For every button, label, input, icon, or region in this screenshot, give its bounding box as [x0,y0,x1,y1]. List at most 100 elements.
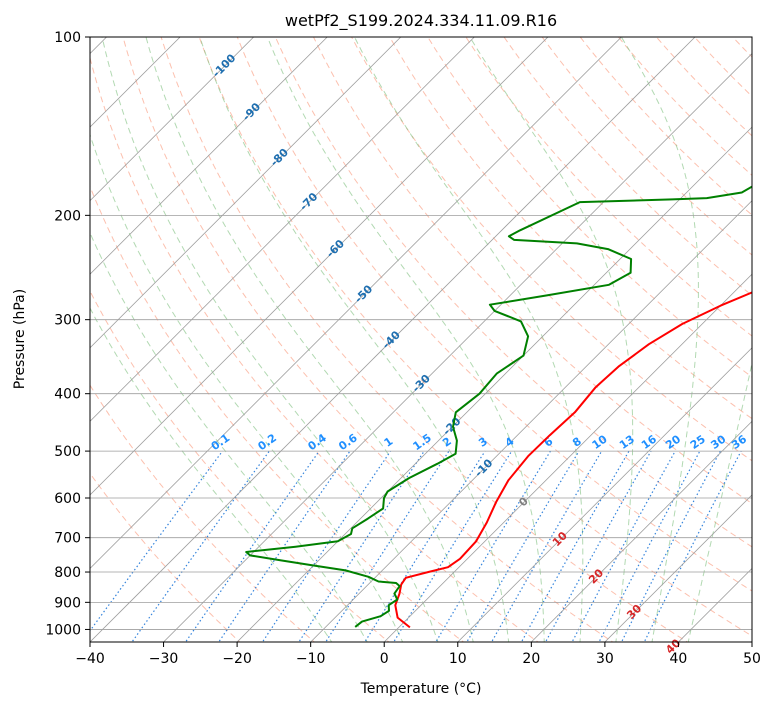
x-tick-label: 0 [380,651,389,667]
isotherm-gridline [236,126,752,642]
mixing-ratio-line [598,450,701,642]
moist-adiabat [469,37,634,642]
dry-adiabat [351,37,752,462]
isotherm-label: 30 [624,602,644,622]
x-tick-label: −40 [75,651,105,667]
y-tick-label: 100 [54,30,81,46]
x-tick-label: 30 [596,651,614,667]
mixing-ratio-label: 13 [617,433,637,452]
y-tick-label: 900 [54,595,81,611]
moist-adiabat [687,360,752,642]
isotherm-gridline [604,494,752,642]
dewpoint-profile [245,185,752,628]
isotherm-gridline [457,347,752,642]
grid-lines [0,10,752,654]
x-tick-label: 20 [522,651,540,667]
temperature-profile [394,291,752,629]
mixing-ratio-label: 0.6 [336,431,360,453]
isotherm-label: -30 [410,372,433,395]
isotherm-gridline [90,37,402,349]
mixing-ratio-label: 0.2 [256,431,279,453]
y-tick-label: 700 [54,531,81,547]
y-tick-label: 300 [54,313,81,329]
dry-adiabat [427,37,752,378]
mixing-ratio-label: 20 [663,432,683,452]
mixing-ratio-line [435,450,552,642]
mixing-ratio-line [571,450,676,642]
moist-adiabat [620,37,699,642]
x-axis-label: Temperature (°C) [360,681,482,697]
dry-adiabat [312,37,752,505]
dry-adiabat [160,37,689,642]
isotherm-label: -40 [380,328,403,351]
mixing-ratio-line [184,450,320,642]
mixing-ratio-label: 2 [440,435,454,450]
dry-adiabat [503,37,752,297]
dry-adiabat [465,37,752,337]
dry-adiabat [90,55,539,642]
mixing-ratio-label: 1 [382,435,396,450]
x-tick-label: 50 [743,651,761,667]
isotherm-gridline [90,37,255,202]
isotherm-label: -80 [268,146,291,169]
mixing-ratio-label: 3 [476,435,490,450]
mixing-ratio-label: 25 [688,433,708,452]
x-tick-label: 10 [449,651,467,667]
moist-adiabat [90,133,404,642]
x-tick-label: −30 [149,651,179,667]
isotherm-gridline [310,200,752,642]
isotherm-label: -90 [240,100,263,123]
mixing-ratio-label: 36 [729,432,749,452]
mixing-ratio-label: 10 [590,432,610,452]
isotherm-gridline [90,37,623,570]
mixing-ratio-line [393,450,513,642]
mixing-ratio-line [90,450,223,632]
dry-adiabat [198,37,752,637]
moist-adiabat [199,37,510,642]
dry-adiabat [236,37,752,592]
mixing-ratio-line [620,450,721,642]
isotherm-label: 10 [550,529,570,549]
isotherm-label: -60 [324,237,347,260]
isotherm-gridline [0,10,60,654]
mixing-ratio-line [261,450,391,642]
isotherm-label: -10 [472,456,495,479]
isotherm-label: -50 [352,282,375,305]
dry-adiabat [541,37,752,256]
mixing-ratio-line [364,450,486,642]
x-axis-ticks: −40 −30 −20 −10 0 10 20 30 40 50 [75,642,761,667]
x-tick-label: −20 [222,651,252,667]
isotherm-gridline [90,37,181,128]
mixing-ratio-label: 1.5 [410,431,433,453]
background-lines [90,24,775,645]
y-tick-label: 600 [54,491,81,507]
moist-adiabat [90,307,333,642]
moist-adiabat [266,37,545,642]
mixing-ratio-label: 8 [570,435,584,450]
isotherm-gridline [162,52,752,642]
moist-adiabat [145,37,474,642]
mixing-ratio-line [131,450,270,642]
x-tick-label: −10 [296,651,326,667]
mixing-ratio-label: 0.4 [305,431,329,453]
mixing-ratio-line [298,450,425,642]
y-axis-label: Pressure (hPa) [12,289,28,389]
isotherm-gridline [751,641,752,642]
dry-adiabat [389,37,752,420]
mixing-ratio-line [466,450,580,642]
isotherm-label: -100 [210,51,239,80]
dry-adiabat [758,24,775,645]
x-tick-label: 40 [670,651,688,667]
dry-adiabat [90,472,241,642]
mixing-ratio-line [643,450,742,642]
y-tick-label: 800 [54,565,81,581]
isotherm-gridline [90,37,696,642]
isotherm-gridline [530,420,752,642]
y-tick-label: 200 [54,208,81,224]
moist-adiabat [90,231,368,642]
dry-adiabat [274,37,752,548]
dry-adiabat [90,384,316,642]
isotherm-gridline [90,37,549,496]
y-axis-ticks: 100 200 300 400 500 600 700 800 900 1000 [45,30,90,638]
